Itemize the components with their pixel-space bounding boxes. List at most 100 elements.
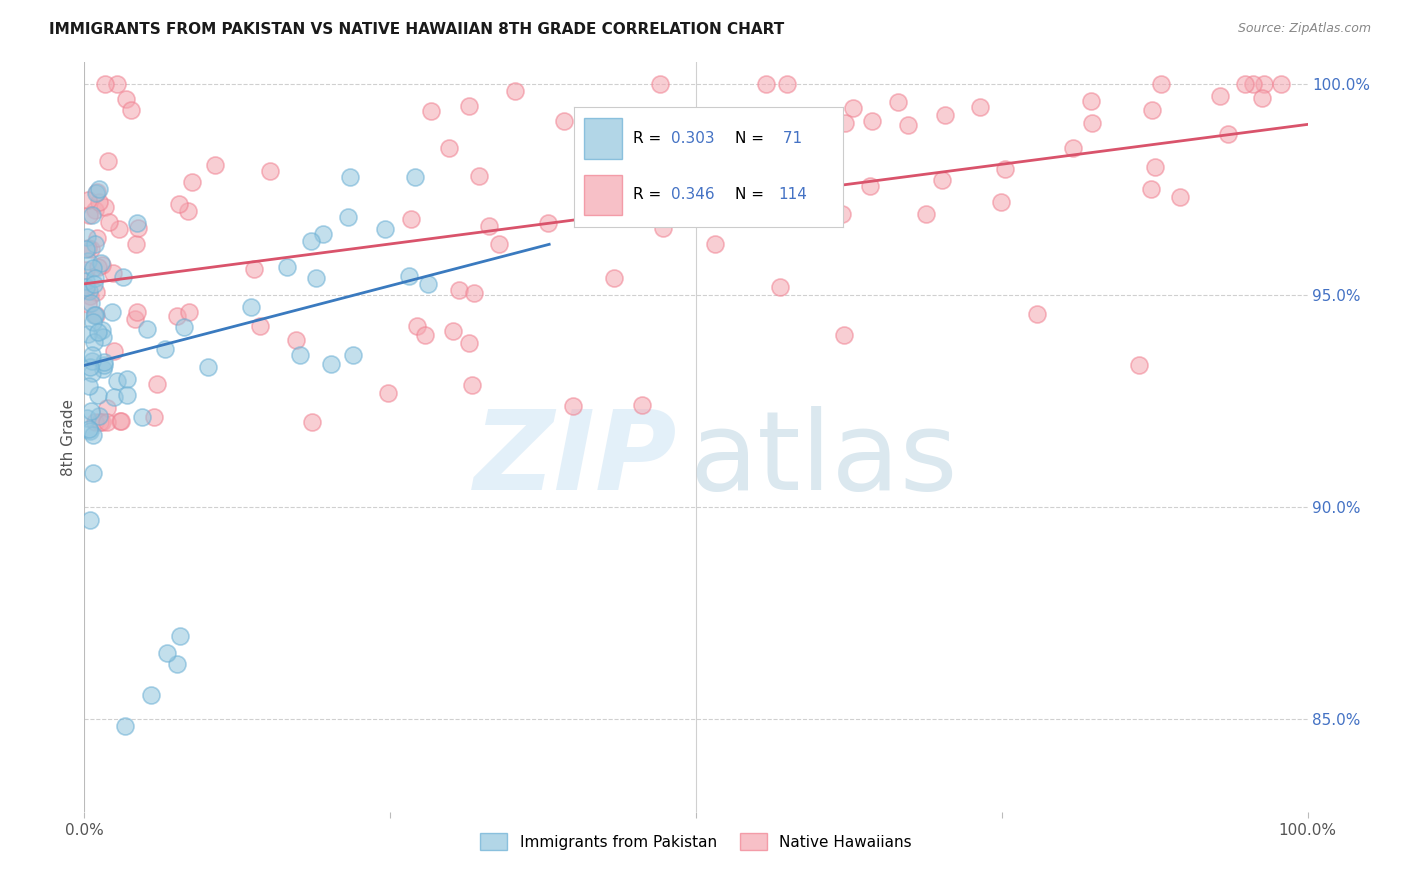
Point [115,371,138,385]
Point [737,194,759,208]
Point [89,415,111,429]
Point [505,84,527,98]
Legend: Immigrants from Pakistan, Native Hawaiians: Immigrants from Pakistan, Native Hawaiia… [474,827,918,856]
Point [339,169,361,184]
Point [90,256,112,270]
Point [156,646,179,660]
Point [374,222,396,236]
Point [668,210,690,224]
Point [87,182,110,196]
Point [169,629,191,643]
Point [249,319,271,334]
Point [990,194,1012,209]
Point [437,141,460,155]
Point [969,100,991,114]
Point [82,315,104,329]
Point [84,415,107,429]
Text: Source: ZipAtlas.com: Source: ZipAtlas.com [1237,22,1371,36]
Point [103,390,125,404]
Point [77,208,100,222]
Point [84,237,107,252]
Point [305,270,328,285]
Point [457,336,479,351]
Point [553,114,575,128]
Point [290,348,312,362]
Point [768,211,790,226]
Point [108,414,131,428]
Point [887,95,910,109]
Point [1233,77,1256,91]
Point [90,258,112,272]
Point [91,362,114,376]
Point [415,328,437,343]
Point [77,253,100,268]
Point [197,360,219,375]
Point [77,422,100,436]
Point [124,311,146,326]
Point [342,348,364,362]
Point [82,261,104,276]
Point [141,688,163,702]
Point [468,169,491,183]
Point [1140,181,1163,195]
Point [240,301,263,315]
Point [80,208,103,222]
Point [91,415,114,429]
Y-axis label: 8th Grade: 8th Grade [60,399,76,475]
Point [276,260,298,274]
Point [98,215,121,229]
Point [114,719,136,733]
Point [93,355,115,369]
Point [299,234,322,248]
Point [84,186,107,201]
Point [169,196,191,211]
Point [416,277,439,291]
Point [457,98,479,112]
Point [1241,77,1264,91]
Point [301,415,323,429]
Point [1251,91,1274,105]
Point [86,231,108,245]
Point [83,277,105,291]
Point [111,270,134,285]
Point [77,241,100,255]
Point [177,203,200,218]
Point [96,415,118,429]
Point [934,108,956,122]
Point [488,236,510,251]
Point [561,399,583,413]
Point [79,359,101,374]
Point [1080,94,1102,108]
Text: IMMIGRANTS FROM PAKISTAN VS NATIVE HAWAIIAN 8TH GRADE CORRELATION CHART: IMMIGRANTS FROM PAKISTAN VS NATIVE HAWAI… [49,22,785,37]
Point [803,139,825,153]
Point [931,173,953,187]
Point [776,77,799,91]
Point [117,388,139,402]
Point [1150,77,1173,91]
Point [285,334,308,348]
Point [82,366,104,380]
Point [76,410,98,425]
Point [648,77,671,91]
Point [90,323,112,337]
Point [125,304,148,318]
Point [603,271,626,285]
Point [110,414,132,428]
Point [80,242,103,256]
Point [87,325,110,339]
Point [96,401,118,415]
Point [177,305,200,319]
Point [769,279,792,293]
Point [654,164,676,178]
Point [84,203,107,218]
Point [419,103,441,118]
Point [131,409,153,424]
Point [75,242,97,256]
Point [87,388,110,402]
Point [377,385,399,400]
Point [631,398,654,412]
Point [1140,103,1163,117]
Point [321,357,343,371]
Point [79,379,101,393]
Point [441,324,464,338]
